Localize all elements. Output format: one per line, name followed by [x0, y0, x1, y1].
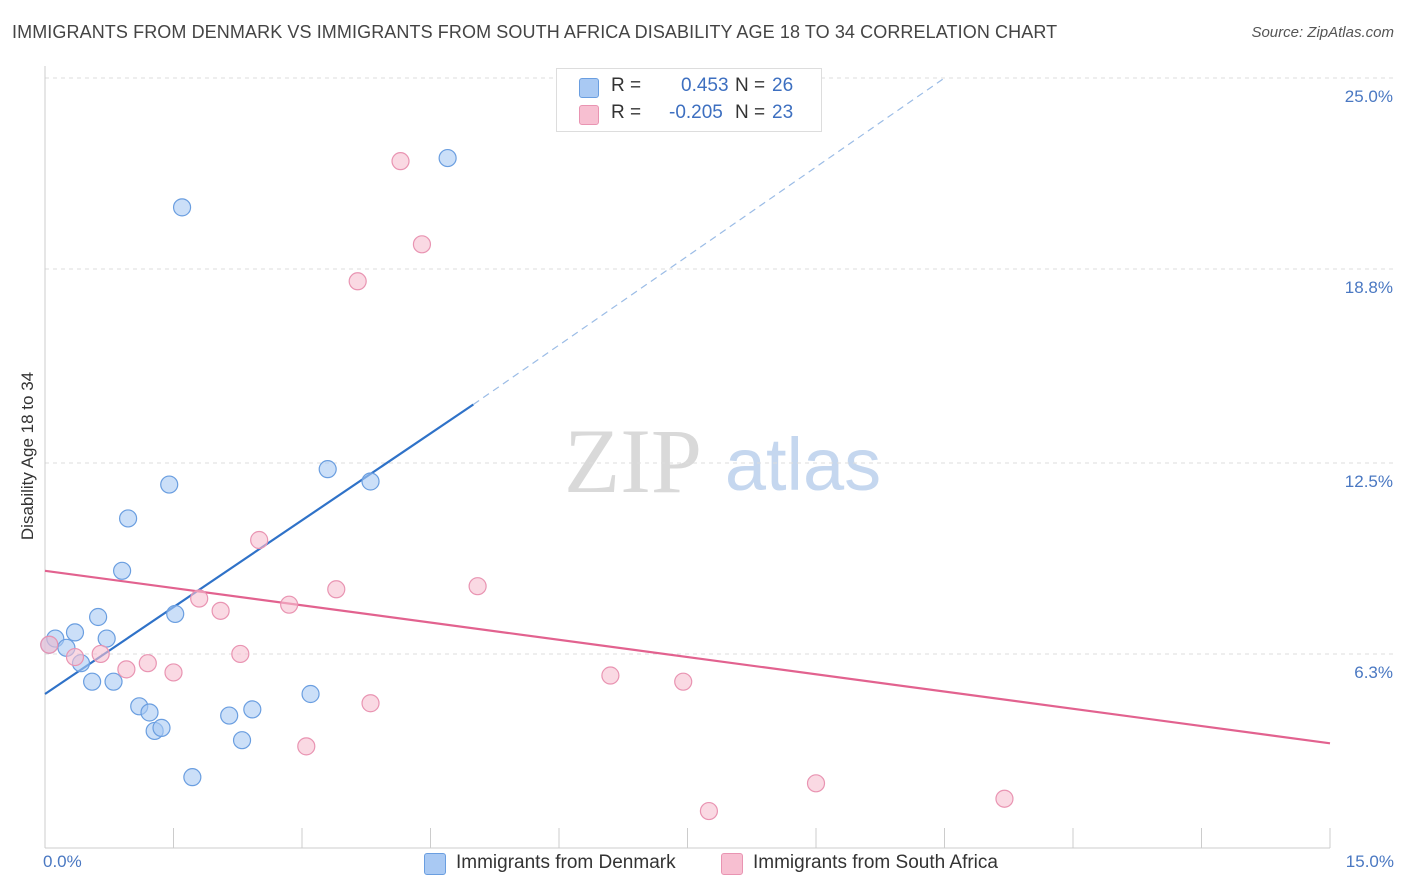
r-label: R = [611, 75, 642, 96]
south-africa-point [91, 644, 110, 664]
data-points [40, 148, 1014, 821]
y-tick-label: 12.5% [1344, 472, 1393, 491]
south-africa-swatch [579, 105, 599, 125]
axes [44, 66, 1331, 849]
south-africa-point [250, 530, 269, 550]
n-label: N = [735, 102, 766, 123]
south-africa-point [806, 774, 826, 793]
denmark-point [172, 198, 192, 217]
denmark-point [243, 700, 262, 719]
chart-title: IMMIGRANTS FROM DENMARK VS IMMIGRANTS FR… [12, 22, 1058, 42]
denmark-point [220, 706, 239, 725]
watermark-zip: ZIP [564, 410, 702, 512]
south-africa-point [117, 660, 136, 679]
south-africa-point [468, 577, 487, 596]
y-axis-title: Disability Age 18 to 34 [18, 371, 37, 541]
denmark-trend-line [44, 403, 474, 695]
denmark-swatch [424, 853, 446, 875]
south-africa-point [391, 152, 410, 171]
correlation-legend: R = 0.453 N = 26 R = -0.205 N = 23 [556, 68, 822, 132]
south-africa-trend-line [44, 569, 1331, 745]
south-africa-point [40, 635, 59, 654]
denmark-point [112, 561, 132, 580]
south-africa-point [995, 789, 1014, 808]
denmark-point [232, 731, 252, 750]
denmark-point [183, 768, 202, 787]
y-tick-label: 18.8% [1344, 277, 1393, 297]
denmark-point [140, 703, 159, 722]
denmark-r-value: 0.453 [681, 75, 729, 96]
denmark-point [65, 623, 85, 642]
denmark-legend-label: Immigrants from Denmark [456, 852, 676, 873]
south-africa-point [412, 235, 432, 254]
source-label: Source: ZipAtlas.com [1251, 24, 1394, 41]
denmark-swatch [579, 78, 599, 98]
y-tick-label: 25.0% [1344, 87, 1393, 106]
south-africa-n-value: 23 [772, 102, 794, 123]
south-africa-point [297, 737, 316, 756]
denmark-point [438, 148, 457, 168]
south-africa-swatch [721, 853, 743, 875]
south-africa-point [138, 654, 157, 673]
south-africa-point [211, 601, 230, 620]
south-africa-r-value: -0.205 [669, 102, 723, 123]
south-africa-point [280, 595, 299, 614]
south-africa-point [699, 801, 719, 821]
denmark-point [318, 460, 337, 479]
south-africa-point [327, 580, 346, 599]
south-africa-point [164, 663, 183, 682]
denmark-point [104, 672, 123, 691]
watermark-atlas: atlas [725, 423, 881, 506]
trend-lines [44, 77, 1331, 745]
y-tick-label: 6.3% [1354, 662, 1393, 682]
x-tick-label: 15.0% [1345, 852, 1394, 871]
south-africa-point [190, 589, 209, 608]
denmark-point [118, 509, 138, 528]
south-africa-point [601, 666, 620, 685]
denmark-n-value: 26 [772, 75, 794, 96]
n-label: N = [735, 75, 766, 96]
south-africa-point [674, 672, 693, 691]
denmark-point [83, 672, 102, 691]
denmark-point [160, 475, 179, 494]
denmark-point [301, 684, 320, 704]
denmark-point [166, 604, 185, 624]
denmark-point [97, 629, 116, 648]
denmark-point [152, 718, 171, 737]
x-tick-label: 0.0% [43, 852, 82, 871]
grid-lines [45, 77, 1393, 655]
south-africa-legend-label: Immigrants from South Africa [753, 852, 998, 873]
south-africa-point [361, 694, 380, 713]
denmark-point [89, 607, 108, 627]
r-label: R = [611, 102, 642, 123]
south-africa-point [65, 647, 85, 667]
south-africa-point [231, 644, 250, 664]
south-africa-point [348, 272, 367, 291]
denmark-point [361, 472, 380, 491]
